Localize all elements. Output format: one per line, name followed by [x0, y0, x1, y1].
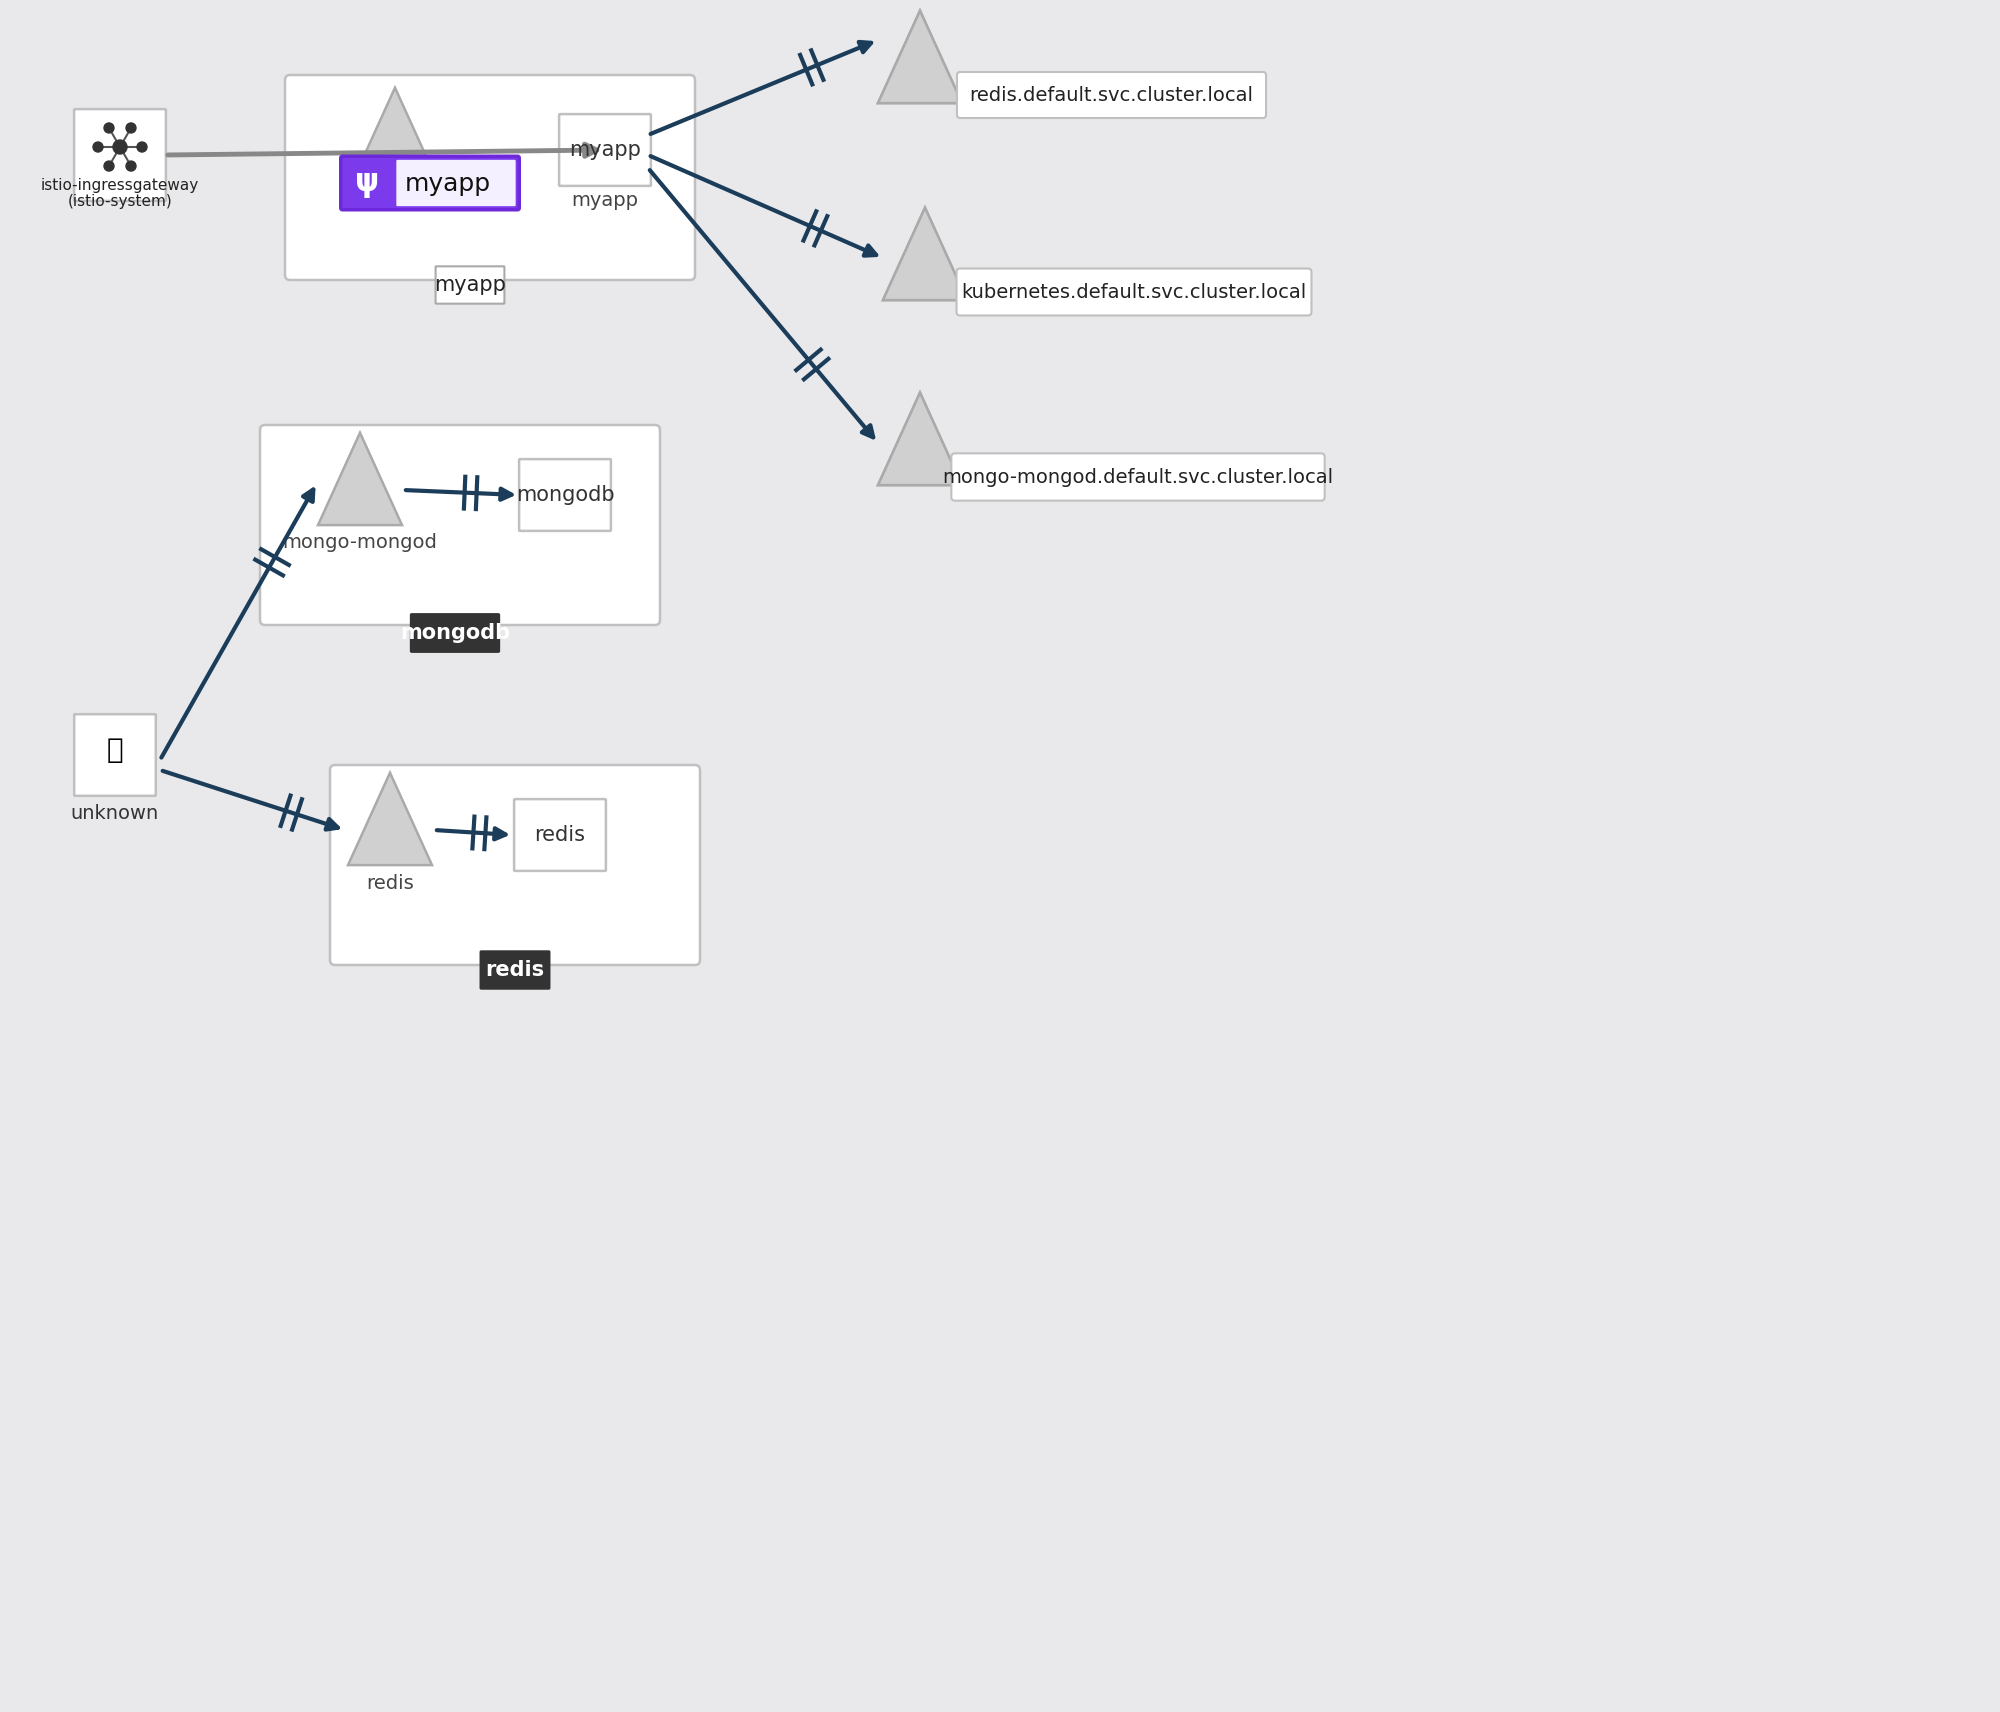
Text: myapp: myapp	[434, 276, 506, 294]
Circle shape	[104, 161, 114, 171]
Text: 🔑: 🔑	[106, 736, 124, 764]
FancyBboxPatch shape	[74, 714, 156, 796]
Polygon shape	[878, 10, 962, 103]
FancyBboxPatch shape	[560, 115, 650, 187]
Polygon shape	[884, 207, 968, 300]
FancyBboxPatch shape	[436, 267, 504, 303]
Text: mongo-mongod: mongo-mongod	[282, 534, 438, 553]
Text: unknown: unknown	[70, 803, 160, 822]
FancyBboxPatch shape	[480, 952, 550, 988]
Text: redis: redis	[486, 960, 544, 979]
FancyBboxPatch shape	[410, 615, 500, 652]
FancyBboxPatch shape	[514, 800, 606, 871]
Polygon shape	[884, 207, 968, 300]
Text: myapp: myapp	[572, 190, 638, 209]
FancyBboxPatch shape	[260, 425, 660, 625]
Text: mongodb: mongodb	[516, 484, 614, 505]
Polygon shape	[878, 10, 962, 103]
Circle shape	[136, 142, 148, 152]
FancyBboxPatch shape	[330, 765, 700, 966]
FancyBboxPatch shape	[396, 159, 516, 205]
Circle shape	[92, 142, 104, 152]
Polygon shape	[348, 772, 432, 865]
Circle shape	[112, 140, 128, 154]
Text: redis.default.svc.cluster.local: redis.default.svc.cluster.local	[970, 86, 1254, 104]
FancyBboxPatch shape	[520, 459, 610, 531]
Text: redis: redis	[534, 825, 586, 846]
Polygon shape	[878, 392, 962, 484]
Text: mongo-mongod.default.svc.cluster.local: mongo-mongod.default.svc.cluster.local	[942, 467, 1334, 486]
Text: redis: redis	[366, 873, 414, 892]
Text: istio-ingressgateway: istio-ingressgateway	[40, 178, 200, 192]
Text: myapp: myapp	[404, 171, 492, 195]
Text: myapp: myapp	[570, 140, 640, 159]
FancyBboxPatch shape	[956, 72, 1266, 118]
Circle shape	[126, 123, 136, 134]
FancyBboxPatch shape	[340, 156, 520, 211]
FancyBboxPatch shape	[286, 75, 696, 281]
Text: mongodb: mongodb	[400, 623, 510, 644]
Polygon shape	[878, 392, 962, 484]
FancyBboxPatch shape	[74, 110, 166, 200]
Text: kubernetes.default.svc.cluster.local: kubernetes.default.svc.cluster.local	[962, 282, 1306, 301]
Text: (istio-system): (istio-system)	[68, 193, 172, 209]
Circle shape	[126, 161, 136, 171]
Circle shape	[104, 123, 114, 134]
Text: ψ: ψ	[356, 168, 380, 197]
FancyBboxPatch shape	[952, 454, 1324, 500]
FancyBboxPatch shape	[956, 269, 1312, 315]
Polygon shape	[352, 87, 436, 180]
Polygon shape	[318, 433, 402, 526]
